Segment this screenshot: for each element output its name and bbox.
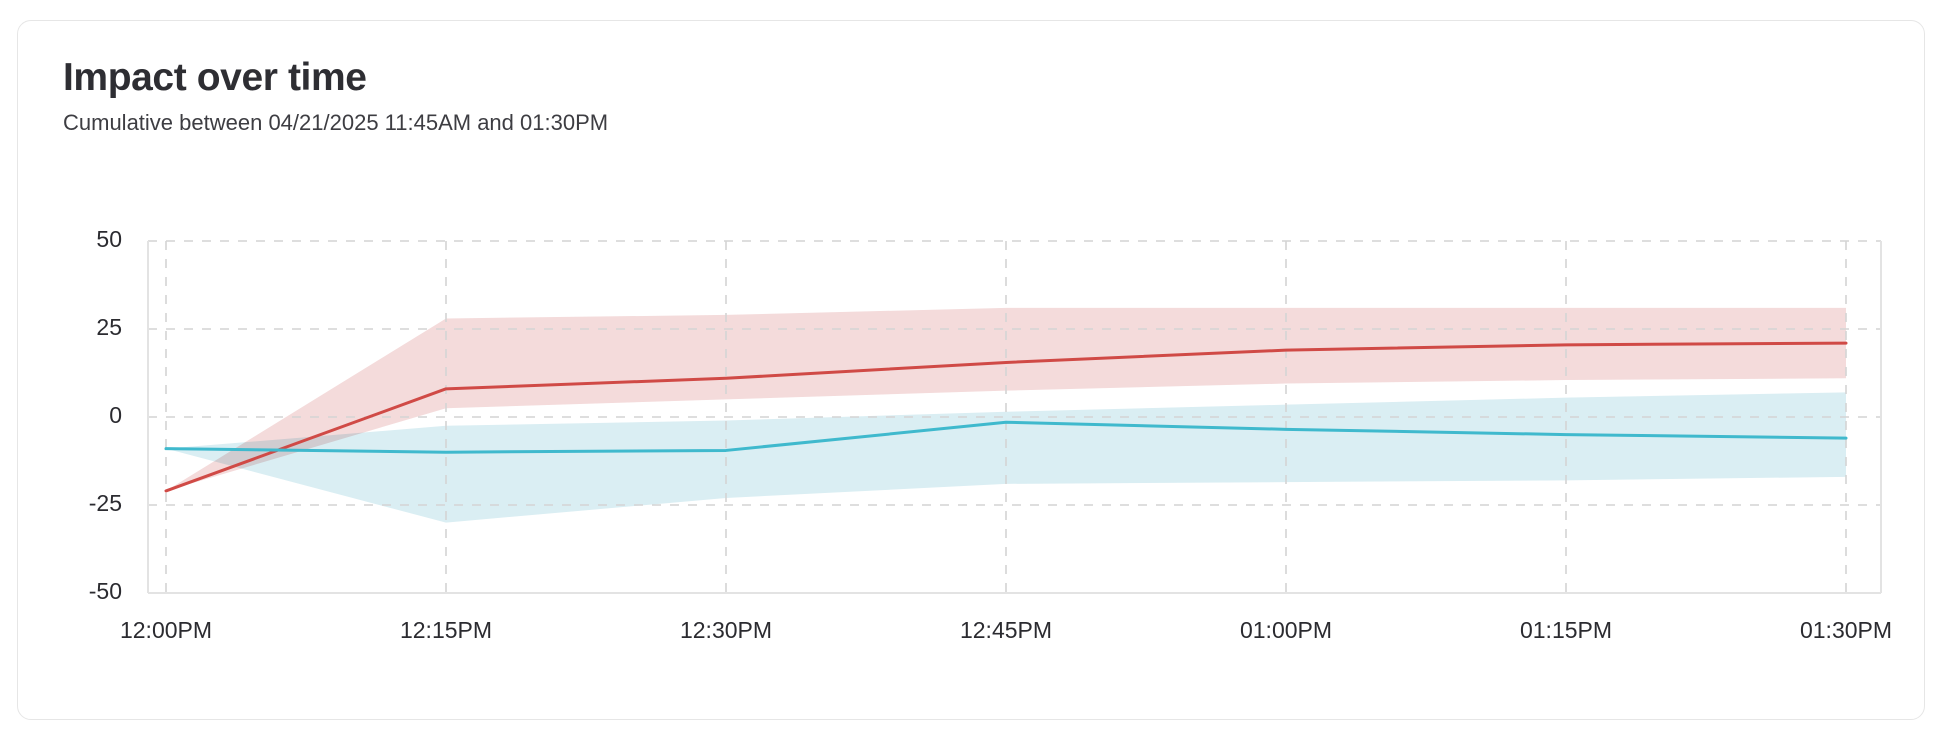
- impact-over-time-chart: 50 25 0 -25 -50 12:00PM 12:15PM 12:30PM 12:45PM…: [89, 226, 1892, 643]
- y-axis-ticks: 50 25 0 -25 -50: [89, 226, 122, 604]
- x-axis-label-01:15PM: 01:15PM: [1520, 617, 1612, 643]
- series-line-control: [164, 420, 1848, 454]
- x-axis-label-01:00PM: 01:00PM: [1240, 617, 1332, 643]
- x-axis-label-12:45PM: 12:45PM: [960, 617, 1052, 643]
- page-title: Impact over time: [63, 56, 367, 99]
- series-lines: [164, 341, 1848, 493]
- card-header: Impact over time Cumulative between 04/2…: [63, 56, 1463, 136]
- x-axis-label-12:00PM: 12:00PM: [120, 617, 212, 643]
- gridlines: [148, 240, 1881, 593]
- y-axis-label-0: 0: [109, 402, 122, 428]
- series-line-treatment: [164, 341, 1848, 493]
- x-axis-label-12:15PM: 12:15PM: [400, 617, 492, 643]
- y-axis-label--50: -50: [89, 578, 122, 604]
- y-axis-label--25: -25: [89, 490, 122, 516]
- impact-chart-card: Impact over time Cumulative between 04/2…: [17, 20, 1925, 720]
- x-axis-ticks: 12:00PM 12:15PM 12:30PM 12:45PM 01:00PM 01:15…: [120, 617, 1892, 643]
- axis-frame: [147, 241, 1882, 594]
- y-axis-label-50: 50: [96, 226, 122, 252]
- x-axis-label-12:30PM: 12:30PM: [680, 617, 772, 643]
- chart-subtitle: Cumulative between 04/21/2025 11:45AM an…: [63, 109, 609, 135]
- confidence-band-treatment: [166, 307, 1846, 491]
- confidence-bands: [166, 307, 1846, 523]
- y-axis-label-25: 25: [96, 314, 122, 340]
- x-axis-label-01:30PM: 01:30PM: [1800, 617, 1892, 643]
- chart-plot-area: 50 25 0 -25 -50 12:00PM 12:15PM 12:30PM 12:45PM…: [18, 21, 1926, 721]
